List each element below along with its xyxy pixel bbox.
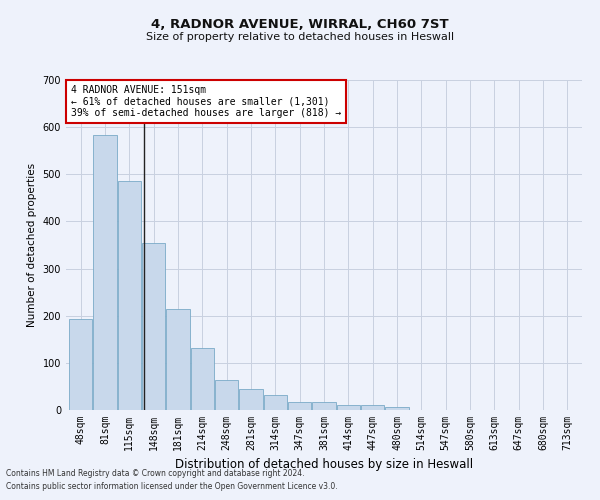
- Bar: [215, 380, 238, 410]
- Bar: [337, 406, 360, 410]
- Bar: [288, 402, 311, 410]
- Y-axis label: Number of detached properties: Number of detached properties: [27, 163, 37, 327]
- Bar: [118, 181, 141, 410]
- Bar: [94, 135, 116, 410]
- Text: Size of property relative to detached houses in Heswall: Size of property relative to detached ho…: [146, 32, 454, 42]
- Bar: [191, 348, 214, 410]
- Bar: [264, 395, 287, 410]
- X-axis label: Distribution of detached houses by size in Heswall: Distribution of detached houses by size …: [175, 458, 473, 471]
- Bar: [361, 406, 384, 410]
- Text: 4, RADNOR AVENUE, WIRRAL, CH60 7ST: 4, RADNOR AVENUE, WIRRAL, CH60 7ST: [151, 18, 449, 30]
- Text: 4 RADNOR AVENUE: 151sqm
← 61% of detached houses are smaller (1,301)
39% of semi: 4 RADNOR AVENUE: 151sqm ← 61% of detache…: [71, 85, 341, 118]
- Bar: [69, 320, 92, 410]
- Bar: [385, 406, 409, 410]
- Bar: [166, 308, 190, 410]
- Text: Contains public sector information licensed under the Open Government Licence v3: Contains public sector information licen…: [6, 482, 338, 491]
- Bar: [239, 390, 263, 410]
- Bar: [313, 402, 335, 410]
- Text: Contains HM Land Registry data © Crown copyright and database right 2024.: Contains HM Land Registry data © Crown c…: [6, 468, 305, 477]
- Bar: [142, 242, 165, 410]
